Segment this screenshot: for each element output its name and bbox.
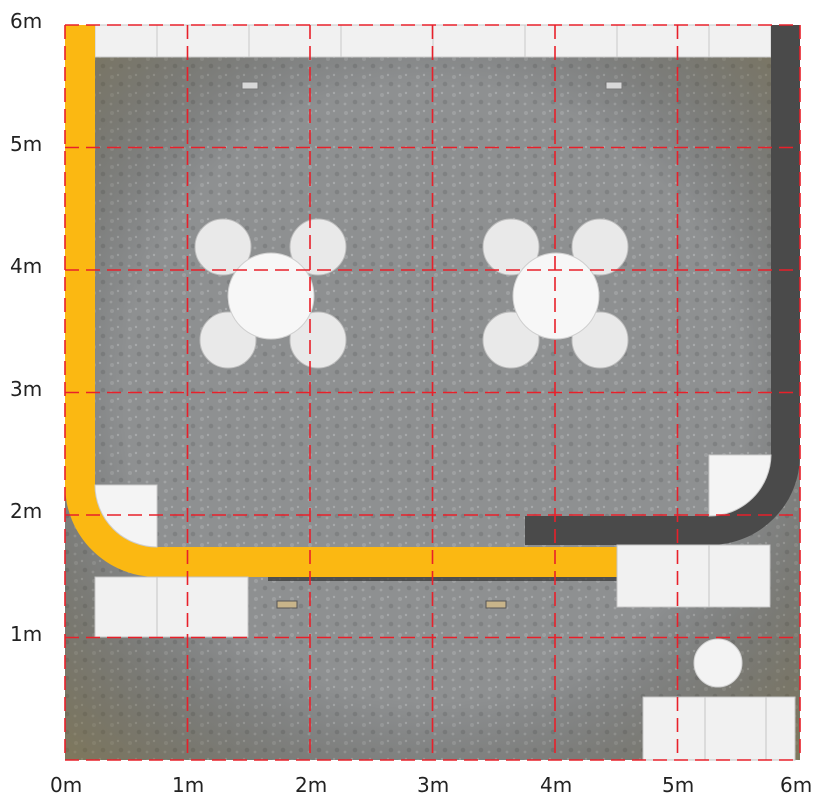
x-tick-label: 0m <box>50 773 82 797</box>
x-tick-label: 6m <box>780 773 812 797</box>
y-tick-label: 5m <box>10 132 42 156</box>
x-tick-label: 2m <box>295 773 327 797</box>
y-tick-label: 2m <box>10 499 42 523</box>
x-tick-label: 5m <box>662 773 694 797</box>
counter-right <box>616 544 771 608</box>
corner-panel-left <box>94 484 158 548</box>
y-axis: 6m 5m 4m 3m 2m 1m <box>10 9 42 646</box>
y-tick-label: 1m <box>10 622 42 646</box>
x-axis: 0m 1m 2m 3m 4m 5m 6m <box>50 773 812 797</box>
table-group-left <box>194 218 347 369</box>
y-tick-label: 3m <box>10 377 42 401</box>
counter-left <box>94 576 249 638</box>
vent-left <box>241 81 259 90</box>
dark-track <box>525 25 800 545</box>
x-tick-label: 4m <box>540 773 572 797</box>
stool <box>693 638 743 688</box>
y-tick-label: 6m <box>10 9 42 33</box>
floor-socket-right <box>485 600 507 609</box>
counter-bottom <box>642 696 796 761</box>
y-tick-label: 4m <box>10 254 42 278</box>
x-tick-label: 1m <box>172 773 204 797</box>
table-group-right <box>482 218 629 369</box>
track-shadow <box>268 577 618 581</box>
vent-right <box>605 81 623 90</box>
measurement-grid <box>64 24 801 761</box>
x-tick-label: 3m <box>417 773 449 797</box>
floor-socket-left <box>276 600 298 609</box>
